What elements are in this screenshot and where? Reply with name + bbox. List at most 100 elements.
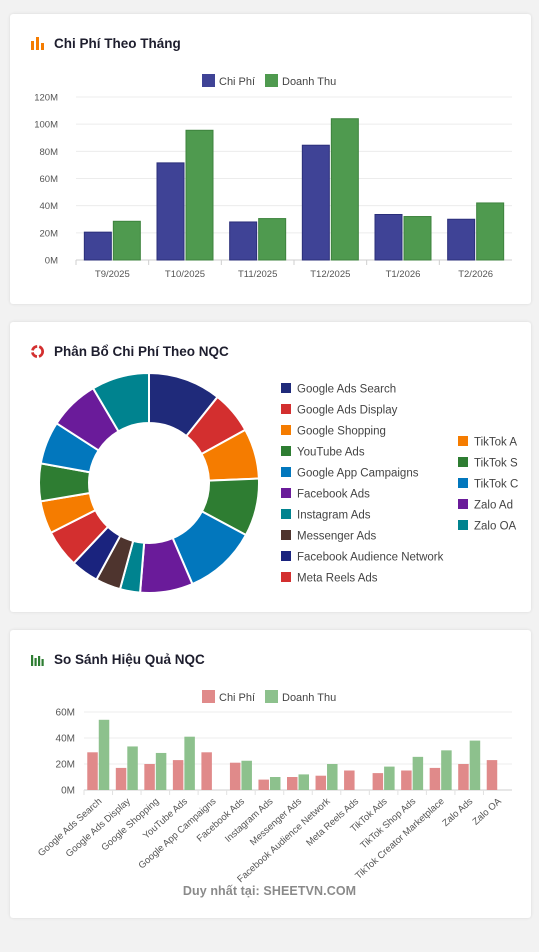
monthly-cost-chart: Chi Phí Doanh Thu 0M 20M 40M 60M 80M 100M 120M T9…	[34, 74, 512, 280]
y-tick-label: 60M	[40, 174, 59, 185]
bar	[469, 740, 481, 790]
bar	[458, 764, 469, 790]
legend-label: Google App Campaigns	[297, 468, 419, 480]
legend-swatch	[265, 74, 278, 87]
legend-swatch	[281, 530, 291, 540]
bar	[115, 767, 127, 790]
y-tick-label: 20M	[40, 228, 59, 239]
legend-swatch	[458, 478, 468, 488]
cost-distribution-card: Phân Bổ Chi Phí Theo NQC Google Ads Sear…	[10, 322, 531, 612]
card-header: So Sánh Hiệu Quả NQC	[30, 650, 205, 668]
legend-swatch	[202, 74, 215, 87]
x-tick-label: T12/2025	[310, 269, 350, 280]
bar	[486, 760, 498, 790]
bar	[372, 773, 384, 790]
donut-chart-icon	[30, 344, 45, 358]
card-header: Phân Bổ Chi Phí Theo NQC	[30, 342, 229, 360]
bar	[447, 218, 476, 261]
y-tick-label: 40M	[56, 734, 75, 745]
legend-swatch	[202, 690, 215, 703]
legend-label: Google Ads Display	[297, 405, 398, 417]
legend-swatch	[281, 404, 291, 414]
bar-chart-icon	[31, 36, 44, 50]
y-tick-label: 40M	[40, 201, 59, 212]
y-tick-label: 60M	[56, 708, 75, 719]
legend-swatch	[281, 488, 291, 498]
bar	[374, 213, 403, 261]
legend-label: Chi Phí	[219, 692, 255, 704]
bar	[241, 760, 252, 790]
x-tick-label: T10/2025	[165, 269, 205, 280]
legend-label: Doanh Thu	[282, 76, 336, 88]
x-tick-label: T1/2026	[386, 269, 421, 280]
bar	[344, 770, 355, 790]
card-title: So Sánh Hiệu Quả NQC	[54, 651, 205, 667]
legend-label: Messenger Ads	[297, 531, 377, 543]
y-tick-label: 120M	[34, 93, 58, 104]
x-tick-label: Zalo Ads	[440, 796, 475, 829]
legend-swatch	[458, 499, 468, 509]
legend-label: YouTube Ads	[297, 447, 365, 459]
legend-swatch	[281, 446, 291, 456]
legend-label: TikTok C	[474, 479, 518, 491]
legend-label: Zalo Ad	[474, 500, 513, 512]
legend-swatch	[281, 551, 291, 561]
card-title: Phân Bổ Chi Phí Theo NQC	[54, 343, 229, 359]
bar	[229, 762, 241, 790]
x-tick-label: Zalo OA	[470, 796, 504, 828]
legend-label: Facebook Audience Network	[297, 552, 444, 564]
bar	[98, 719, 110, 790]
bar	[315, 775, 327, 790]
bar	[269, 777, 281, 790]
watermark: Duy nhất tại: SHEETVN.COM	[182, 884, 357, 898]
bar	[298, 774, 309, 790]
x-tick-label: T9/2025	[95, 269, 130, 280]
bar	[476, 202, 505, 261]
y-tick-label: 20M	[56, 760, 75, 771]
legend-label: TikTok S	[474, 458, 518, 470]
y-tick-label: 0M	[45, 256, 58, 267]
y-tick-label: 0M	[61, 786, 75, 797]
legend-swatch	[281, 467, 291, 477]
legend-label: Google Ads Search	[297, 384, 396, 396]
legend-swatch	[281, 383, 291, 393]
y-tick-label: 100M	[34, 120, 58, 131]
bar	[172, 760, 184, 790]
bar	[144, 764, 155, 790]
bar	[441, 750, 452, 790]
y-tick-label: 80M	[40, 147, 59, 158]
bar	[301, 144, 330, 261]
channel-comparison-card: So Sánh Hiệu Quả NQC Chi Phí Doanh Thu 0M 2…	[10, 630, 531, 918]
legend-label: Google Shopping	[297, 426, 386, 438]
bar	[201, 752, 212, 790]
bar	[412, 756, 424, 790]
legend-swatch	[281, 509, 291, 519]
bar	[87, 752, 98, 790]
legend-swatch	[458, 520, 468, 530]
bar	[185, 129, 214, 261]
bar	[401, 770, 412, 790]
legend-label: Chi Phí	[219, 76, 255, 88]
bar	[112, 220, 141, 261]
bar	[287, 777, 298, 790]
legend-label: Meta Reels Ads	[297, 573, 378, 585]
bar	[403, 216, 432, 261]
bar	[258, 779, 269, 790]
chart-icon	[31, 654, 44, 666]
legend-swatch	[458, 436, 468, 446]
legend-label: Zalo OA	[474, 521, 517, 533]
bar	[327, 764, 338, 790]
legend-swatch	[281, 425, 291, 435]
bar	[258, 218, 287, 261]
bar	[184, 736, 195, 790]
legend-swatch	[281, 572, 291, 582]
legend-swatch	[265, 690, 278, 703]
bar	[384, 766, 395, 790]
x-tick-label: T2/2026	[458, 269, 493, 280]
bar	[127, 746, 138, 790]
cost-distribution-chart: Google Ads Search Google Ads Display Googl…	[38, 371, 518, 594]
card-title: Chi Phí Theo Tháng	[54, 35, 181, 51]
legend-label: Instagram Ads	[297, 510, 371, 522]
legend-label: TikTok A	[474, 437, 517, 449]
